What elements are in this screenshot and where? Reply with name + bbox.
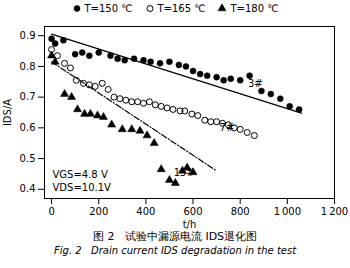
svg-text:0.9: 0.9: [20, 30, 36, 41]
svg-text:VGS=4.8 V: VGS=4.8 V: [53, 169, 108, 180]
html-text:T=165 ℃: T=165 ℃: [157, 2, 206, 14]
svg-text:800: 800: [231, 206, 250, 217]
svg-text:IDS/A: IDS/A: [2, 99, 13, 126]
svg-text:0.5: 0.5: [20, 153, 36, 164]
svg-text:1 000: 1 000: [274, 206, 301, 217]
html-text:Fig. 2 Drain current IDS degra: Fig. 2 Drain current IDS degradation in …: [53, 245, 297, 256]
svg-text:0.4: 0.4: [20, 183, 36, 194]
svg-text:0.7: 0.7: [20, 91, 36, 102]
svg-text:3#: 3#: [248, 78, 263, 89]
svg-text:1 200: 1 200: [321, 206, 348, 217]
svg-text:7#: 7#: [220, 122, 235, 133]
html-text:图 2 试验中漏源电流 IDS退化图: 图 2 试验中漏源电流 IDS退化图: [92, 230, 258, 243]
svg-text:200: 200: [89, 206, 108, 217]
svg-text:15#: 15#: [174, 167, 195, 178]
svg-text:0: 0: [48, 206, 54, 217]
svg-text:600: 600: [183, 206, 202, 217]
svg-text:0.8: 0.8: [20, 61, 36, 72]
svg-text:0.6: 0.6: [20, 122, 36, 133]
svg-text:400: 400: [136, 206, 155, 217]
html-text:T=150 ℃: T=150 ℃: [84, 2, 133, 14]
svg-text:t/h: t/h: [183, 219, 197, 230]
svg-text:VDS=10.1V: VDS=10.1V: [53, 182, 112, 193]
html-text:T=180 ℃: T=180 ℃: [230, 2, 279, 14]
